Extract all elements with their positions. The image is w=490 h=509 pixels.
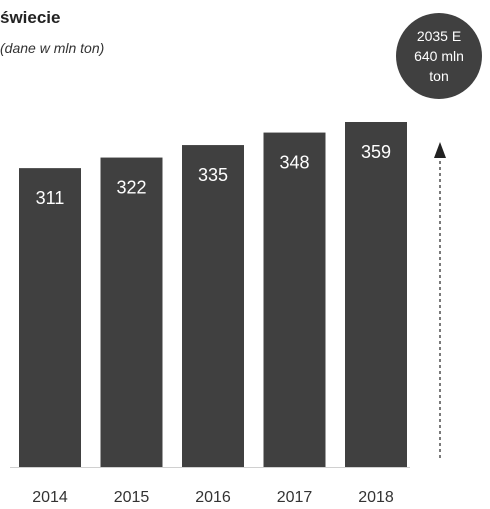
bar-value-label: 359 xyxy=(361,142,391,162)
growth-arrow xyxy=(434,142,446,458)
bar-2017 xyxy=(263,132,326,467)
growth-arrow-head-icon xyxy=(434,142,446,158)
x-tick-label: 2016 xyxy=(195,489,231,506)
forecast-badge: 2035 E 640 mln ton xyxy=(396,13,482,99)
bar-2015 xyxy=(100,157,163,467)
bars-layer: 311 322 335 348 359 xyxy=(19,122,407,468)
forecast-badge-line-3: ton xyxy=(429,68,449,84)
chart-subtitle: (dane w mln ton) xyxy=(0,40,105,56)
chart-title: świecie xyxy=(0,8,61,27)
x-tick-labels: 2014 2015 2016 2017 2018 xyxy=(32,489,394,506)
bar-value-label: 311 xyxy=(36,188,65,208)
forecast-badge-line-2: 640 mln xyxy=(414,48,464,64)
bar-2016 xyxy=(182,145,244,467)
x-tick-label: 2018 xyxy=(358,489,394,506)
bar-value-label: 348 xyxy=(279,153,309,173)
x-tick-label: 2014 xyxy=(32,489,68,506)
x-tick-label: 2017 xyxy=(277,489,313,506)
x-tick-label: 2015 xyxy=(114,489,150,506)
bar-value-label: 322 xyxy=(116,178,146,198)
bar-2014 xyxy=(19,168,81,468)
bar-value-label: 335 xyxy=(198,165,228,185)
bar-2018 xyxy=(345,122,407,467)
forecast-badge-line-1: 2035 E xyxy=(416,28,462,44)
